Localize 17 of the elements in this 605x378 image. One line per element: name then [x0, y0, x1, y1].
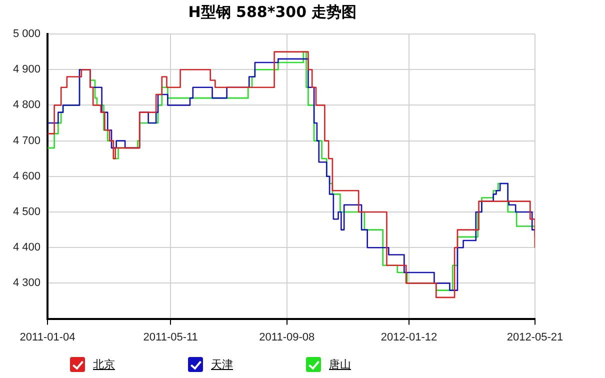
y-tick-label: 4 300 — [12, 277, 41, 290]
y-tick-label: 4 600 — [12, 170, 41, 182]
legend-label: 北京 — [93, 356, 115, 372]
legend-label: 天津 — [211, 356, 233, 372]
y-tick-label: 5 000 — [12, 28, 41, 40]
y-tick-label: 4 400 — [12, 242, 41, 254]
x-tick-label: 2011-05-11 — [143, 331, 198, 344]
y-tick-label: 4 700 — [12, 134, 41, 147]
chart-title: H型钢 588*300 走势图 — [188, 2, 357, 21]
x-tick-label: 2011-01-04 — [20, 331, 76, 344]
y-tick-label: 4 500 — [12, 206, 41, 218]
x-tick-label: 2011-09-08 — [259, 331, 315, 344]
y-tick-label: 4 800 — [12, 99, 41, 112]
y-tick-label: 4 900 — [12, 64, 41, 76]
x-tick-label: 2012-01-12 — [380, 331, 438, 344]
legend-label: 唐山 — [329, 356, 351, 372]
x-tick-label: 2012-05-21 — [506, 331, 564, 344]
